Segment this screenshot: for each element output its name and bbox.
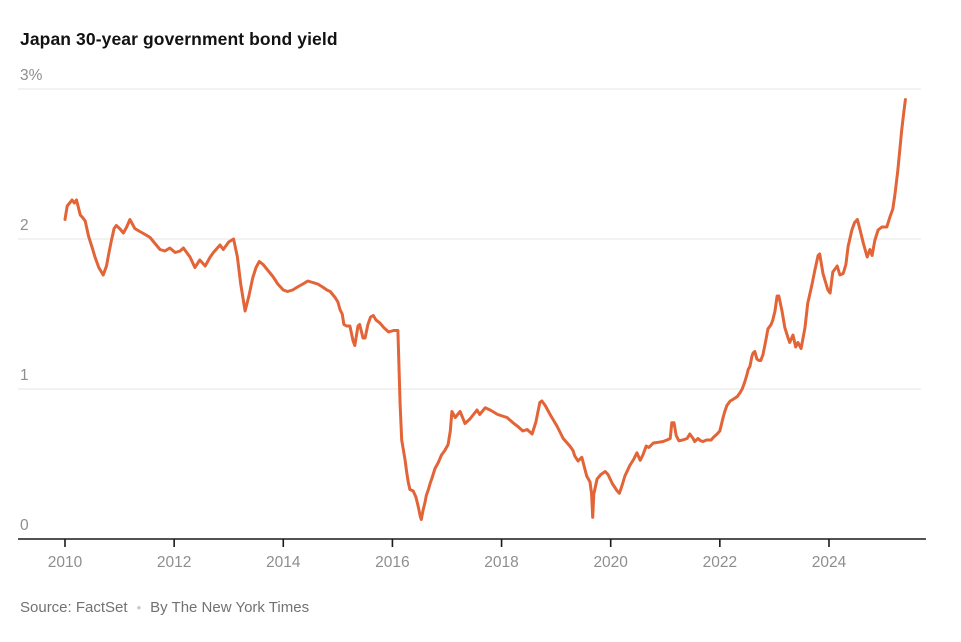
y-axis-label-1: 1 [20, 367, 29, 384]
chart-title: Japan 30-year government bond yield [20, 29, 338, 49]
y-axis-label-2: 2 [20, 217, 29, 234]
x-axis-label-2010: 2010 [47, 554, 83, 571]
source-note: Source: FactSet [20, 599, 128, 616]
x-axis-label-2024: 2024 [811, 554, 847, 571]
x-axis-label-2014: 2014 [266, 554, 301, 571]
y-axis-label-0: 0 [20, 517, 29, 534]
x-axis-label-2012: 2012 [156, 554, 192, 571]
x-axis-label-2016: 2016 [375, 554, 410, 571]
x-axis-label-2022: 2022 [702, 554, 738, 571]
chart-footer: Source: FactSet • By The New York Times [20, 599, 309, 616]
x-axis-label-2020: 2020 [593, 554, 628, 571]
footer-separator-dot: • [136, 600, 142, 615]
y-axis-label-3: 3% [20, 67, 43, 84]
yield-line [63, 98, 907, 521]
byline: By The New York Times [150, 599, 310, 616]
x-axis-label-2018: 2018 [484, 554, 519, 571]
